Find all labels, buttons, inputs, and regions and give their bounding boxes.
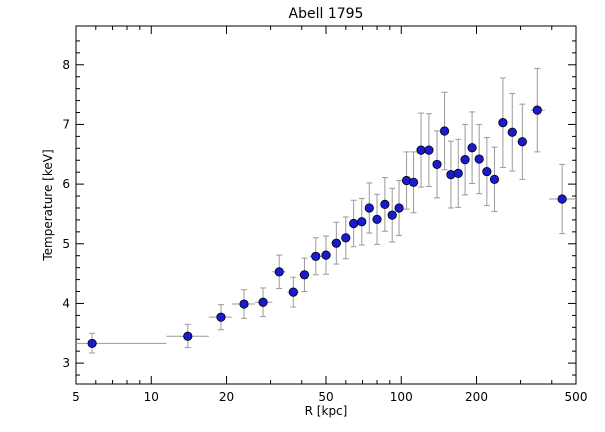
data-points (87, 105, 567, 349)
data-point (416, 145, 426, 155)
data-point (432, 159, 442, 170)
data-point (498, 118, 508, 128)
data-point (467, 143, 477, 153)
data-point (424, 145, 434, 155)
data-point (408, 177, 419, 187)
data-point (489, 174, 500, 184)
x-tick-label: 5 (72, 390, 80, 404)
data-point (274, 267, 284, 277)
plot-frame (75, 25, 577, 385)
data-point (321, 250, 331, 260)
x-tick-label: 50 (318, 390, 333, 404)
y-tick-label: 4 (62, 296, 70, 310)
data-point (474, 154, 484, 164)
data-point (364, 203, 374, 213)
data-point (507, 127, 517, 137)
x-tick-label: 20 (219, 390, 234, 404)
data-point (239, 299, 249, 309)
chart-title: Abell 1795 (289, 6, 364, 22)
x-tick-label: 10 (144, 390, 159, 404)
data-point (557, 194, 567, 204)
y-tick-label: 3 (62, 356, 70, 370)
data-point (299, 270, 310, 280)
y-tick-label: 8 (62, 58, 70, 72)
x-axis-label: R [kpc] (305, 404, 348, 418)
data-point (394, 203, 404, 213)
data-point (349, 218, 359, 229)
x-tick-label: 200 (465, 390, 488, 404)
data-point (331, 238, 341, 248)
data-point (453, 168, 463, 178)
data-point (380, 199, 390, 210)
x-tick-label: 100 (390, 390, 413, 404)
data-point (341, 233, 351, 243)
y-tick-label: 6 (62, 177, 70, 191)
data-point (532, 105, 542, 115)
data-point (460, 155, 470, 165)
x-tick-label: 500 (565, 390, 588, 404)
y-tick-label: 5 (62, 237, 70, 251)
data-point (216, 312, 226, 322)
data-point (387, 210, 397, 220)
data-point (482, 166, 492, 177)
data-point (87, 338, 97, 349)
data-point (372, 214, 382, 224)
error-bars (76, 67, 576, 354)
data-point (311, 251, 321, 261)
y-axis-ticks: 3 4 5 6 7 8 (62, 40, 576, 376)
data-point (288, 287, 298, 297)
data-point (517, 137, 527, 147)
data-point (183, 331, 193, 341)
x-axis-ticks: 5 10 20 50 100 200 500 (72, 26, 587, 404)
data-point (258, 297, 268, 307)
y-tick-label: 7 (62, 117, 70, 131)
data-point (439, 126, 450, 136)
data-point (357, 217, 367, 227)
y-axis-label: Temperature [keV] (41, 149, 55, 261)
